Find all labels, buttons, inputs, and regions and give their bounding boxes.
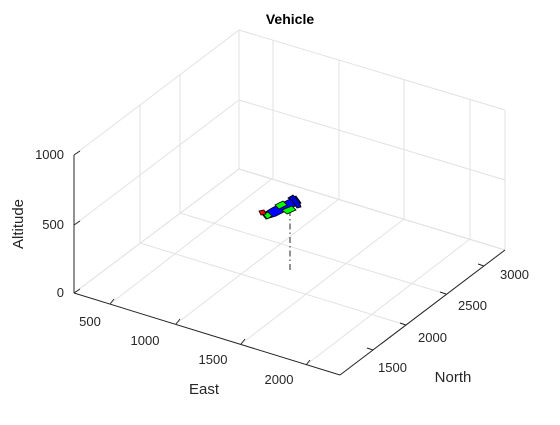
y-tick-label: 3000 bbox=[500, 267, 529, 282]
x-tick-label: 500 bbox=[79, 314, 101, 329]
side-wall-grid bbox=[239, 30, 505, 250]
y-tick-label: 1500 bbox=[378, 360, 407, 375]
x-axis-label: East bbox=[189, 381, 220, 398]
x-axis-ticks: 500 1000 1500 2000 bbox=[79, 299, 310, 387]
z-tick-label: 0 bbox=[57, 285, 64, 300]
z-axis-label: Altitude bbox=[10, 199, 27, 249]
z-axis-ticks: 0 500 1000 bbox=[35, 147, 80, 300]
y-tick-label: 2500 bbox=[458, 298, 487, 313]
z-tick-label: 1000 bbox=[35, 147, 64, 162]
z-tick-label: 500 bbox=[42, 217, 64, 232]
x-tick-label: 2000 bbox=[265, 372, 294, 387]
x-tick-label: 1000 bbox=[131, 333, 160, 348]
y-axis-ticks: 1500 2000 2500 3000 bbox=[367, 264, 529, 375]
y-tick-label: 2000 bbox=[418, 330, 447, 345]
aircraft-icon bbox=[259, 195, 301, 219]
plot-title: Vehicle bbox=[266, 11, 314, 27]
back-wall-grid bbox=[74, 30, 239, 293]
x-tick-label: 1500 bbox=[199, 352, 228, 367]
y-axis-label: North bbox=[435, 369, 472, 386]
